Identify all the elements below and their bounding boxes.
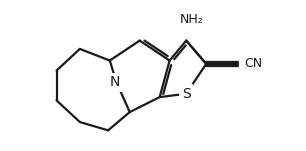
Text: NH₂: NH₂ — [179, 13, 203, 26]
Text: CN: CN — [244, 57, 263, 70]
Text: N: N — [110, 75, 120, 89]
Text: S: S — [182, 87, 191, 101]
